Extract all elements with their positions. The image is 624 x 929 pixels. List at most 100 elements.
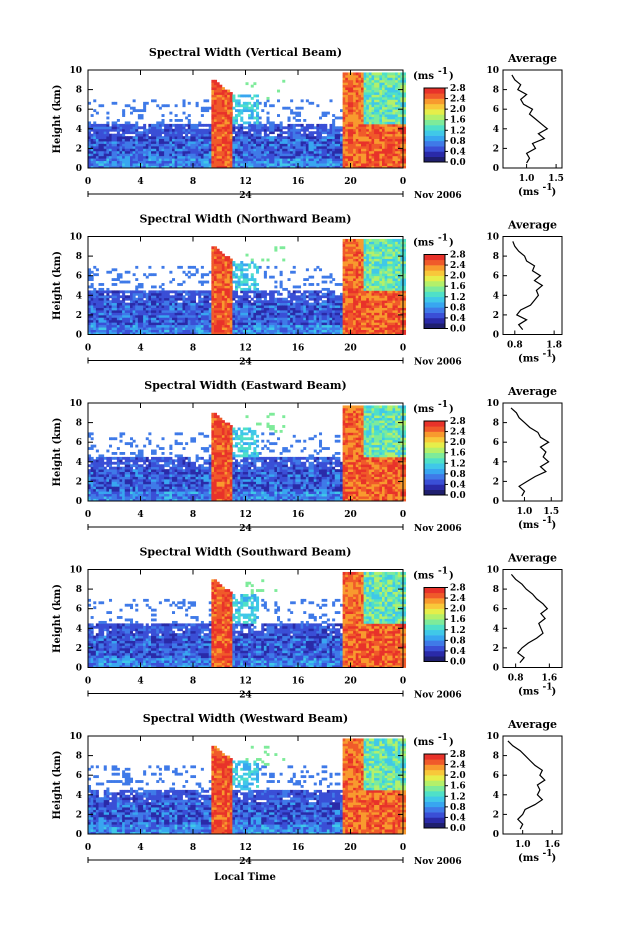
heatmap-cell xyxy=(224,256,228,259)
heatmap-cell xyxy=(119,314,123,318)
heatmap-cell xyxy=(130,111,134,115)
heatmap-cell xyxy=(187,138,191,142)
heatmap-cell xyxy=(206,145,210,149)
heatmap-cell xyxy=(263,314,267,318)
heatmap-cell xyxy=(308,292,312,296)
heatmap-cell xyxy=(274,332,278,335)
heatmap-cell xyxy=(235,101,239,105)
heatmap-cell xyxy=(224,148,228,152)
heatmap-cell xyxy=(151,297,155,301)
heatmap-cell xyxy=(172,131,176,135)
heatmap-cell xyxy=(300,138,304,142)
heatmap-cell xyxy=(93,310,97,313)
heatmap-cell xyxy=(403,155,407,159)
heatmap-cell xyxy=(374,145,378,149)
heatmap-cell xyxy=(224,265,228,269)
heatmap-cell xyxy=(358,84,362,88)
heatmap-cell xyxy=(300,295,304,299)
heatmap-cell xyxy=(224,104,228,108)
heatmap-cell xyxy=(214,126,218,130)
heatmap-cell xyxy=(88,319,92,323)
heatmap-cell xyxy=(245,153,249,157)
heatmap-cell xyxy=(158,332,162,335)
heatmap-cell xyxy=(389,143,393,147)
heatmap-cell xyxy=(158,285,162,289)
heatmap-cell xyxy=(195,145,199,149)
heatmap-cell xyxy=(190,158,194,162)
heatmap-cell xyxy=(292,302,296,306)
heatmap-cell xyxy=(287,307,291,311)
heatmap-cell xyxy=(90,278,94,281)
heatmap-cell xyxy=(250,106,254,110)
heatmap-cell xyxy=(206,141,210,144)
heatmap-cell xyxy=(368,128,372,132)
heatmap-cell xyxy=(329,99,333,103)
heatmap-cell xyxy=(116,145,120,149)
heatmap-cell xyxy=(350,126,354,130)
heatmap-cell xyxy=(135,133,139,137)
heatmap-cell xyxy=(245,263,249,267)
heatmap-cell xyxy=(135,278,139,281)
heatmap-cell xyxy=(361,153,365,157)
heatmap-cell xyxy=(345,153,349,157)
heatmap-cell xyxy=(400,109,404,113)
heatmap-cell xyxy=(321,305,325,308)
heatmap-cell xyxy=(277,312,281,316)
heatmap-cell xyxy=(124,329,128,333)
x-tick-label: 0 xyxy=(400,177,406,187)
colorbar-tick-label: 2.8 xyxy=(450,84,466,94)
heatmap-cell xyxy=(164,145,168,149)
heatmap-cell xyxy=(274,322,278,326)
heatmap-cell xyxy=(193,145,197,149)
heatmap-cell xyxy=(382,79,386,83)
heatmap-cell xyxy=(153,99,157,103)
heatmap-cell xyxy=(282,314,286,318)
heatmap-cell xyxy=(305,160,309,164)
heatmap-cell xyxy=(271,136,275,139)
heatmap-cell xyxy=(384,165,388,169)
heatmap-cell xyxy=(363,104,367,108)
heatmap-cell xyxy=(187,314,191,318)
heatmap-cell xyxy=(116,307,120,311)
heatmap-cell xyxy=(137,126,141,130)
heatmap-cell xyxy=(347,77,351,81)
heatmap-cell xyxy=(358,163,362,166)
heatmap-cell xyxy=(106,133,110,137)
heatmap-cell xyxy=(156,319,160,323)
heatmap-cell xyxy=(324,332,328,335)
heatmap-cell xyxy=(164,155,168,159)
heatmap-cell xyxy=(227,256,231,259)
heatmap-cell xyxy=(245,145,249,149)
heatmap-cell xyxy=(253,148,257,152)
heatmap-cell xyxy=(122,295,126,299)
heatmap-cell xyxy=(211,155,215,159)
heatmap-cell xyxy=(397,153,401,157)
heatmap-cell xyxy=(366,116,370,120)
heatmap-cell xyxy=(90,300,94,304)
heatmap-cell xyxy=(250,314,254,318)
heatmap-cell xyxy=(298,133,302,137)
heatmap-cell xyxy=(224,143,228,147)
heatmap-cell xyxy=(187,307,191,311)
heatmap-cell xyxy=(250,111,254,115)
heatmap-cell xyxy=(290,128,294,132)
heatmap-cell xyxy=(250,273,254,277)
heatmap-cell xyxy=(295,158,299,162)
heatmap-cell xyxy=(164,148,168,152)
heatmap-cell xyxy=(109,128,113,132)
heatmap-cell xyxy=(250,160,254,164)
heatmap-cell xyxy=(326,312,330,316)
heatmap-cell xyxy=(350,77,354,81)
heatmap-cell xyxy=(271,121,275,125)
heatmap-cell xyxy=(340,165,344,169)
heatmap-cell xyxy=(395,92,399,95)
heatmap-cell xyxy=(266,155,270,159)
heatmap-cell xyxy=(182,128,186,132)
heatmap-cell xyxy=(350,106,354,110)
heatmap-cell xyxy=(127,148,131,152)
heatmap-cell xyxy=(127,128,131,132)
heatmap-cell xyxy=(245,317,249,321)
heatmap-cell xyxy=(384,87,388,90)
heatmap-cell xyxy=(303,329,307,333)
heatmap-cell xyxy=(214,322,218,326)
